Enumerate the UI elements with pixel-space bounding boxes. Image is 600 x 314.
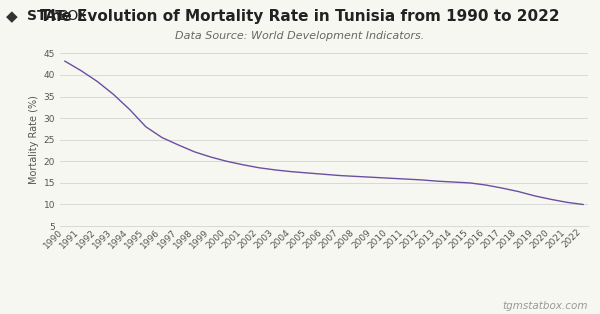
Text: STAT: STAT bbox=[27, 9, 65, 24]
Y-axis label: Mortality Rate (%): Mortality Rate (%) bbox=[29, 95, 40, 184]
Text: The Evolution of Mortality Rate in Tunisia from 1990 to 2022: The Evolution of Mortality Rate in Tunis… bbox=[40, 9, 560, 24]
Text: ◆: ◆ bbox=[6, 9, 18, 24]
Text: BOX: BOX bbox=[59, 9, 88, 24]
Text: tgmstatbox.com: tgmstatbox.com bbox=[503, 301, 588, 311]
Text: Data Source: World Development Indicators.: Data Source: World Development Indicator… bbox=[175, 31, 425, 41]
